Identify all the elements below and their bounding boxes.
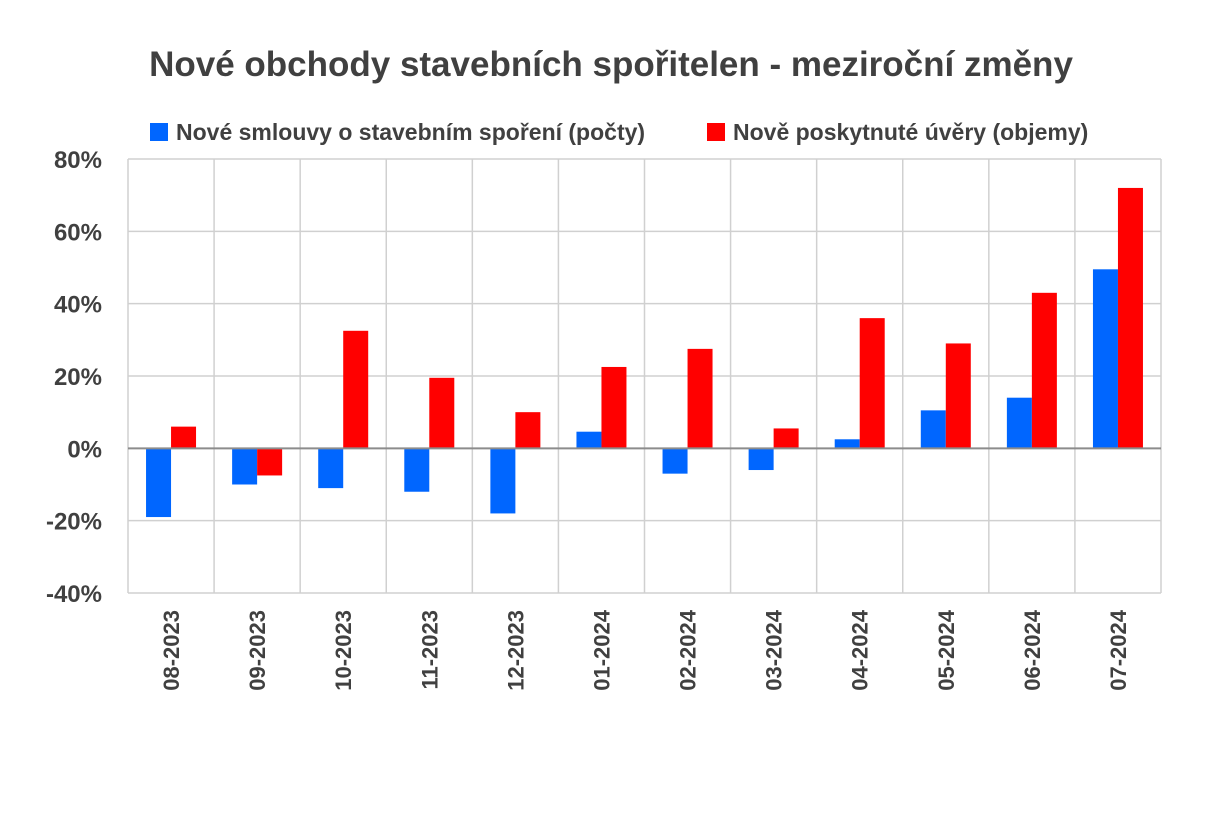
legend-swatch-series-2: [707, 123, 725, 141]
y-tick-label: 80%: [54, 147, 102, 174]
legend-label-series-2: Nově poskytnuté úvěry (objemy): [733, 119, 1088, 145]
x-tick-label: 08-2023: [159, 610, 184, 691]
legend-swatch-series-1: [150, 123, 168, 141]
legend: Nové smlouvy o stavebním spoření (počty)…: [150, 119, 1088, 145]
y-tick-label: 0%: [67, 436, 102, 463]
bar-series-2: [515, 412, 541, 449]
bar-series-1: [146, 448, 172, 518]
x-tick-label: 04-2024: [848, 609, 873, 691]
bar-series-2: [1031, 292, 1057, 449]
y-tick-label: 40%: [54, 292, 102, 319]
x-tick-label: 12-2023: [503, 610, 528, 691]
gridlines: [127, 158, 1162, 594]
x-tick-label: 05-2024: [934, 609, 959, 691]
bar-series-1: [576, 431, 602, 449]
bar-series-1: [490, 448, 516, 514]
bars: [146, 187, 1143, 518]
bar-series-2: [343, 330, 369, 449]
x-tick-label: 03-2024: [762, 609, 787, 691]
legend-label-series-1: Nové smlouvy o stavebním spoření (počty): [176, 119, 645, 145]
y-tick-label: 60%: [54, 219, 102, 246]
bar-series-1: [748, 448, 774, 471]
bar-series-1: [834, 439, 860, 449]
y-tick-label: 20%: [54, 364, 102, 391]
bar-series-2: [1117, 187, 1143, 449]
bar-series-2: [257, 448, 283, 476]
x-tick-label: 02-2024: [676, 609, 701, 691]
bar-series-2: [773, 428, 799, 449]
bar-series-1: [1006, 397, 1032, 449]
bar-series-2: [429, 377, 455, 449]
bar-series-2: [601, 366, 627, 449]
bar-series-2: [687, 348, 713, 449]
y-tick-label: -40%: [46, 581, 102, 608]
bar-series-1: [662, 448, 688, 474]
y-axis-ticks: 80% 60% 40% 20% 0% -20% -40%: [46, 147, 102, 608]
x-axis-ticks: 08-2023 09-2023 10-2023 11-2023 12-2023 01-20…: [159, 609, 1131, 691]
bar-series-1: [1092, 269, 1118, 449]
chart-title: Nové obchody stavebních spořitelen - mez…: [149, 45, 1073, 84]
bar-series-1: [318, 448, 344, 489]
bar-series-2: [945, 343, 971, 449]
bar-series-1: [232, 448, 258, 485]
bar-series-1: [404, 448, 430, 492]
y-tick-label: -20%: [46, 509, 102, 536]
x-tick-label: 11-2023: [417, 610, 442, 690]
bar-series-2: [859, 318, 885, 449]
bar-series-2: [171, 426, 197, 449]
x-tick-label: 06-2024: [1020, 609, 1045, 691]
x-tick-label: 07-2024: [1106, 609, 1131, 691]
x-tick-label: 09-2023: [245, 610, 270, 691]
bar-series-1: [920, 410, 946, 449]
x-tick-label: 10-2023: [331, 610, 356, 691]
x-tick-label: 01-2024: [589, 609, 614, 691]
